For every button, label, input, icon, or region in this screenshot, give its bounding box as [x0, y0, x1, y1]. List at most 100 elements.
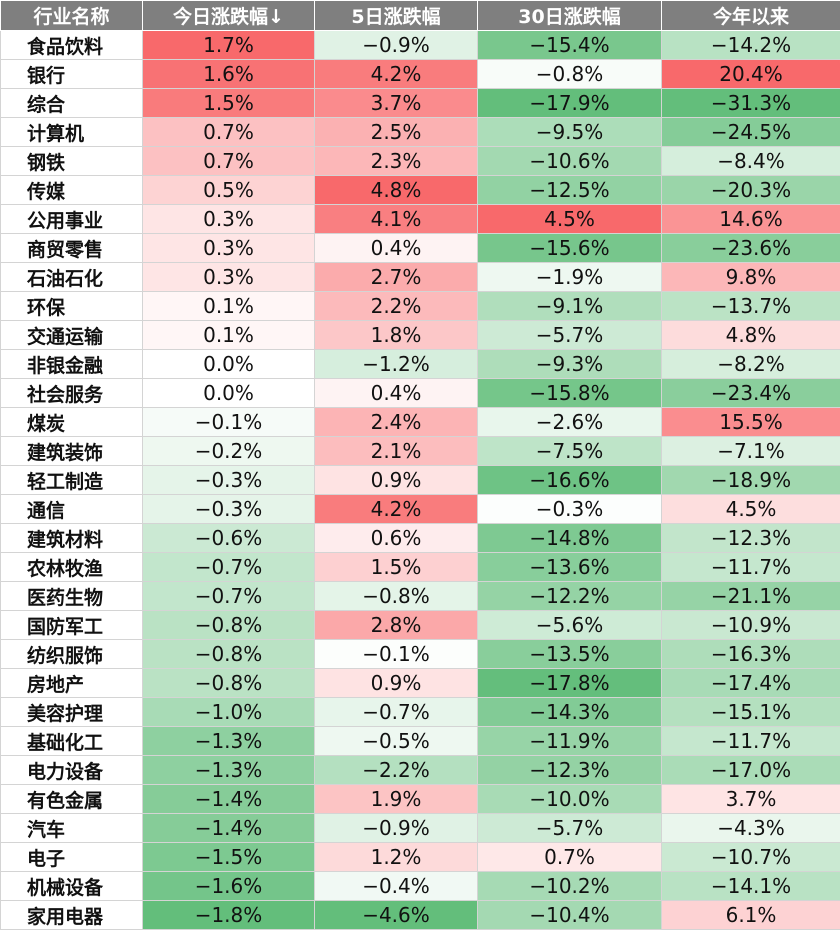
30day-change-cell: −13.6% — [478, 553, 662, 582]
ytd-change-cell: −31.3% — [662, 89, 840, 118]
table-row: 电力设备−1.3%−2.2%−12.3%−17.0% — [1, 756, 840, 785]
industry-name-cell: 机械设备 — [1, 872, 143, 901]
ytd-change-cell: −23.4% — [662, 379, 840, 408]
30day-change-cell: −9.1% — [478, 292, 662, 321]
table-row: 纺织服饰−0.8%−0.1%−13.5%−16.3% — [1, 640, 840, 669]
industry-name-cell: 电力设备 — [1, 756, 143, 785]
5day-change-cell: −0.4% — [315, 872, 478, 901]
table-row: 机械设备−1.6%−0.4%−10.2%−14.1% — [1, 872, 840, 901]
5day-change-cell: 2.5% — [315, 118, 478, 147]
30day-change-cell: −17.9% — [478, 89, 662, 118]
5day-change-cell: −4.6% — [315, 901, 478, 930]
table-row: 通信−0.3%4.2%−0.3%4.5% — [1, 495, 840, 524]
today-change-cell: −1.0% — [143, 698, 315, 727]
col-header-5day-change[interactable]: 5日涨跌幅 — [315, 1, 478, 31]
today-change-cell: −0.8% — [143, 640, 315, 669]
table-row: 基础化工−1.3%−0.5%−11.9%−11.7% — [1, 727, 840, 756]
industry-name-cell: 纺织服饰 — [1, 640, 143, 669]
today-change-cell: −0.8% — [143, 669, 315, 698]
30day-change-cell: −13.5% — [478, 640, 662, 669]
ytd-change-cell: 20.4% — [662, 60, 840, 89]
5day-change-cell: −0.9% — [315, 31, 478, 60]
ytd-change-cell: −17.4% — [662, 669, 840, 698]
col-header-30day-change[interactable]: 30日涨跌幅 — [478, 1, 662, 31]
ytd-change-cell: −10.9% — [662, 611, 840, 640]
ytd-change-cell: −7.1% — [662, 437, 840, 466]
5day-change-cell: 0.6% — [315, 524, 478, 553]
ytd-change-cell: −16.3% — [662, 640, 840, 669]
ytd-change-cell: −8.4% — [662, 147, 840, 176]
table-row: 建筑材料−0.6%0.6%−14.8%−12.3% — [1, 524, 840, 553]
ytd-change-cell: −4.3% — [662, 814, 840, 843]
ytd-change-cell: −14.2% — [662, 31, 840, 60]
ytd-change-cell: −8.2% — [662, 350, 840, 379]
30day-change-cell: −5.7% — [478, 321, 662, 350]
5day-change-cell: 0.4% — [315, 234, 478, 263]
industry-name-cell: 有色金属 — [1, 785, 143, 814]
30day-change-cell: −5.7% — [478, 814, 662, 843]
30day-change-cell: −2.6% — [478, 408, 662, 437]
5day-change-cell: −0.5% — [315, 727, 478, 756]
30day-change-cell: −10.4% — [478, 901, 662, 930]
5day-change-cell: 2.4% — [315, 408, 478, 437]
5day-change-cell: 4.8% — [315, 176, 478, 205]
5day-change-cell: −0.7% — [315, 698, 478, 727]
5day-change-cell: 2.7% — [315, 263, 478, 292]
table-row: 房地产−0.8%0.9%−17.8%−17.4% — [1, 669, 840, 698]
30day-change-cell: −14.8% — [478, 524, 662, 553]
table-row: 农林牧渔−0.7%1.5%−13.6%−11.7% — [1, 553, 840, 582]
today-change-cell: −1.3% — [143, 727, 315, 756]
today-change-cell: −0.7% — [143, 553, 315, 582]
30day-change-cell: −9.5% — [478, 118, 662, 147]
5day-change-cell: 2.8% — [315, 611, 478, 640]
today-change-cell: −1.3% — [143, 756, 315, 785]
30day-change-cell: −12.2% — [478, 582, 662, 611]
30day-change-cell: −12.3% — [478, 756, 662, 785]
today-change-cell: −1.4% — [143, 785, 315, 814]
table-row: 电子−1.5%1.2%0.7%−10.7% — [1, 843, 840, 872]
ytd-change-cell: −21.1% — [662, 582, 840, 611]
industry-name-cell: 农林牧渔 — [1, 553, 143, 582]
industry-name-cell: 环保 — [1, 292, 143, 321]
today-change-cell: −0.1% — [143, 408, 315, 437]
5day-change-cell: 1.2% — [315, 843, 478, 872]
col-header-industry[interactable]: 行业名称 — [1, 1, 143, 31]
today-change-cell: 0.0% — [143, 350, 315, 379]
table-row: 国防军工−0.8%2.8%−5.6%−10.9% — [1, 611, 840, 640]
today-change-cell: −1.4% — [143, 814, 315, 843]
ytd-change-cell: 6.1% — [662, 901, 840, 930]
industry-name-cell: 商贸零售 — [1, 234, 143, 263]
30day-change-cell: −10.0% — [478, 785, 662, 814]
today-change-cell: 0.5% — [143, 176, 315, 205]
5day-change-cell: 2.1% — [315, 437, 478, 466]
today-change-cell: −1.6% — [143, 872, 315, 901]
ytd-change-cell: −10.7% — [662, 843, 840, 872]
today-change-cell: −0.2% — [143, 437, 315, 466]
ytd-change-cell: 15.5% — [662, 408, 840, 437]
table-row: 医药生物−0.7%−0.8%−12.2%−21.1% — [1, 582, 840, 611]
30day-change-cell: −15.8% — [478, 379, 662, 408]
5day-change-cell: 2.2% — [315, 292, 478, 321]
5day-change-cell: −2.2% — [315, 756, 478, 785]
ytd-change-cell: −14.1% — [662, 872, 840, 901]
30day-change-cell: −0.3% — [478, 495, 662, 524]
5day-change-cell: 4.2% — [315, 495, 478, 524]
industry-name-cell: 国防军工 — [1, 611, 143, 640]
today-change-cell: 0.3% — [143, 205, 315, 234]
industry-name-cell: 基础化工 — [1, 727, 143, 756]
ytd-change-cell: −12.3% — [662, 524, 840, 553]
col-header-today-change[interactable]: 今日涨跌幅↓ — [143, 1, 315, 31]
5day-change-cell: 0.4% — [315, 379, 478, 408]
col-header-ytd-change[interactable]: 今年以来 — [662, 1, 840, 31]
industry-name-cell: 汽车 — [1, 814, 143, 843]
ytd-change-cell: −24.5% — [662, 118, 840, 147]
industry-name-cell: 房地产 — [1, 669, 143, 698]
